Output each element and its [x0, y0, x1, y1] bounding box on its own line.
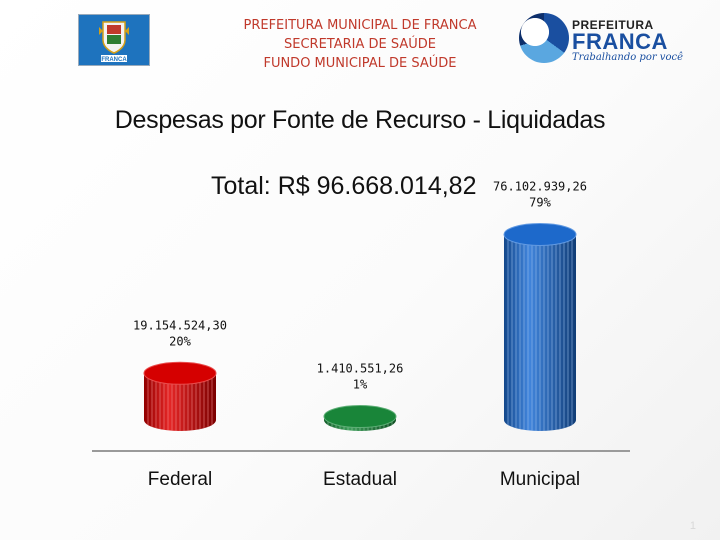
bar-municipal — [503, 222, 577, 431]
page-number: 1 — [689, 520, 696, 532]
data-label-municipal: 76.102.939,26 — [493, 179, 587, 193]
category-label-federal: Federal — [148, 469, 212, 490]
prefeitura-franca-logo: PREFEITURA FRANCA Trabalhando por você — [516, 12, 683, 68]
header-line-1: PREFEITURA MUNICIPAL DE FRANCA — [243, 18, 477, 33]
percent-label-estadual: 1% — [353, 378, 368, 392]
brand-top-text: PREFEITURA — [572, 18, 654, 32]
bar-estadual — [323, 405, 397, 431]
header-line-2: SECRETARIA DE SAÚDE — [284, 37, 436, 52]
data-label-federal: 19.154.524,30 — [133, 318, 227, 332]
bar-federal — [143, 361, 217, 431]
seal-label: FRANCA — [101, 57, 127, 63]
brand-main-text: FRANCA — [572, 29, 668, 54]
header-line-3: FUNDO MUNICIPAL DE SAÚDE — [263, 56, 457, 71]
category-label-municipal: Municipal — [500, 469, 580, 490]
coat-of-arms-logo: FRANCA — [78, 14, 150, 66]
category-label-estadual: Estadual — [323, 469, 397, 490]
brand-tagline: Trabalhando por você — [572, 52, 683, 63]
percent-label-federal: 20% — [169, 334, 191, 348]
header-organization-text: PREFEITURA MUNICIPAL DE FRANCA SECRETARI… — [180, 16, 540, 73]
data-label-estadual: 1.410.551,26 — [317, 362, 404, 376]
percent-label-municipal: 79% — [529, 195, 551, 209]
brand-swirl-icon — [519, 13, 569, 63]
chart-subtitle-total: Total: R$ 96.668.014,82 — [211, 172, 477, 200]
chart-title: Despesas por Fonte de Recurso - Liquidad… — [114, 106, 606, 134]
